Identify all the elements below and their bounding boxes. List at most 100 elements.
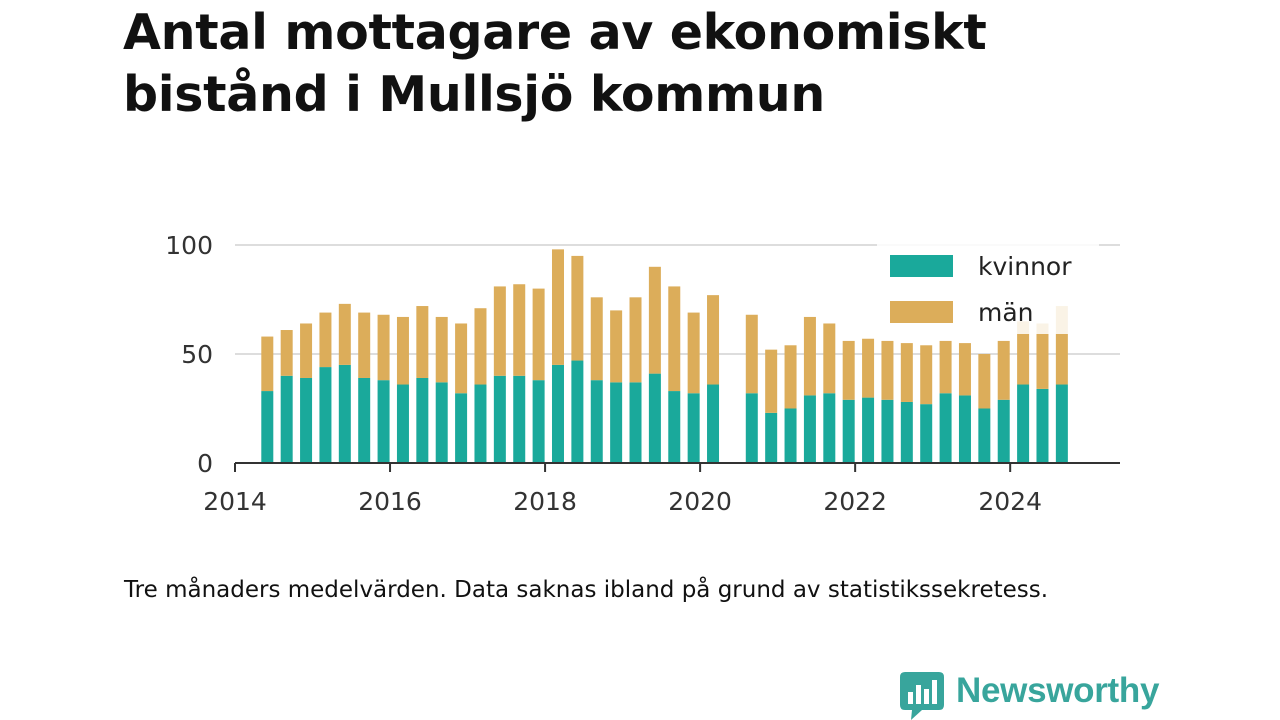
bar-man bbox=[513, 284, 526, 376]
bar-kvinnor bbox=[842, 399, 855, 463]
bar-kvinnor bbox=[1055, 384, 1068, 463]
bar-man bbox=[377, 314, 390, 381]
bar-kvinnor bbox=[765, 412, 778, 463]
stacked-bar-chart: 0 50 100 2014 2016 2018 2020 2022 2024 kvinnor … bbox=[165, 231, 1120, 516]
bar-man bbox=[571, 255, 584, 361]
bar-series bbox=[261, 249, 1068, 463]
bar-kvinnor bbox=[571, 360, 584, 463]
bar-man bbox=[590, 297, 603, 381]
bar-kvinnor bbox=[939, 393, 952, 463]
bar-kvinnor bbox=[648, 373, 661, 463]
chat-bar-chart-icon bbox=[900, 672, 944, 720]
bar-man bbox=[920, 345, 933, 405]
bar-kvinnor bbox=[474, 384, 487, 463]
bar-man bbox=[939, 340, 952, 394]
y-tick-label: 0 bbox=[197, 449, 213, 478]
bar-kvinnor bbox=[920, 404, 933, 463]
bar-man bbox=[765, 349, 778, 413]
bar-man bbox=[338, 303, 351, 365]
bar-man bbox=[803, 316, 816, 396]
x-tick-label: 2024 bbox=[978, 487, 1042, 516]
x-tick-label: 2014 bbox=[203, 487, 267, 516]
bar-kvinnor bbox=[261, 391, 274, 463]
bar-man bbox=[1017, 321, 1030, 385]
bar-man bbox=[455, 323, 468, 394]
bar-kvinnor bbox=[610, 382, 623, 463]
bar-man bbox=[784, 345, 797, 409]
bar-man bbox=[978, 354, 991, 409]
legend-label-kvinnor: kvinnor bbox=[978, 252, 1072, 281]
bar-kvinnor bbox=[862, 397, 875, 463]
bar-man bbox=[707, 295, 720, 385]
bar-man bbox=[300, 323, 313, 378]
x-tick-label: 2020 bbox=[668, 487, 732, 516]
bar-kvinnor bbox=[958, 395, 971, 463]
bar-man bbox=[261, 336, 274, 392]
bar-kvinnor bbox=[551, 364, 564, 463]
bar-man bbox=[629, 297, 642, 383]
bar-kvinnor bbox=[1017, 384, 1030, 463]
bar-kvinnor bbox=[300, 377, 313, 463]
bar-man bbox=[474, 308, 487, 385]
bar-kvinnor bbox=[978, 408, 991, 463]
bar-man bbox=[435, 316, 448, 383]
chart-caption: Tre månaders medelvärden. Data saknas ib… bbox=[124, 577, 1049, 603]
bar-man bbox=[687, 312, 700, 394]
bar-man bbox=[532, 288, 545, 381]
bar-kvinnor bbox=[416, 377, 429, 463]
bar-man bbox=[648, 266, 661, 374]
bar-man bbox=[358, 312, 371, 378]
x-tick-label: 2018 bbox=[513, 487, 577, 516]
bar-man bbox=[1036, 323, 1049, 389]
legend-swatch-kvinnor bbox=[890, 255, 953, 277]
bar-man bbox=[396, 316, 409, 385]
bar-kvinnor bbox=[493, 375, 506, 463]
bar-kvinnor bbox=[803, 395, 816, 463]
x-tick-label: 2016 bbox=[358, 487, 422, 516]
bar-man bbox=[493, 286, 506, 376]
y-axis: 0 50 100 bbox=[165, 231, 213, 478]
bar-man bbox=[958, 343, 971, 396]
bar-kvinnor bbox=[823, 393, 836, 463]
x-axis: 2014 2016 2018 2020 2022 2024 bbox=[203, 462, 1120, 516]
y-tick-label: 50 bbox=[181, 340, 213, 369]
chart-title: Antal mottagare av ekonomiskt bistånd i … bbox=[123, 4, 987, 123]
legend-swatch-man bbox=[890, 301, 953, 323]
bar-kvinnor bbox=[1036, 388, 1049, 463]
bar-kvinnor bbox=[900, 401, 913, 463]
bar-man bbox=[280, 330, 293, 376]
bar-kvinnor bbox=[590, 380, 603, 463]
bar-man bbox=[416, 306, 429, 378]
bar-kvinnor bbox=[532, 380, 545, 463]
bar-kvinnor bbox=[280, 375, 293, 463]
bar-man bbox=[842, 340, 855, 400]
bar-man bbox=[900, 343, 913, 402]
bar-kvinnor bbox=[358, 377, 371, 463]
bar-kvinnor bbox=[784, 408, 797, 463]
bar-man bbox=[319, 312, 332, 368]
bar-kvinnor bbox=[435, 382, 448, 463]
brand-name: Newsworthy bbox=[956, 671, 1160, 710]
bar-man bbox=[862, 338, 875, 398]
bar-kvinnor bbox=[377, 380, 390, 463]
bar-man bbox=[668, 286, 681, 392]
bar-kvinnor bbox=[455, 393, 468, 463]
x-tick-label: 2022 bbox=[823, 487, 887, 516]
bar-kvinnor bbox=[319, 367, 332, 463]
bar-kvinnor bbox=[629, 382, 642, 463]
legend: kvinnor män bbox=[877, 242, 1099, 334]
bar-kvinnor bbox=[396, 384, 409, 463]
bar-kvinnor bbox=[513, 375, 526, 463]
bar-man bbox=[551, 249, 564, 365]
bar-man bbox=[610, 310, 623, 383]
bar-man bbox=[997, 340, 1010, 400]
bar-man bbox=[823, 323, 836, 394]
bar-man bbox=[745, 314, 758, 394]
bar-man bbox=[881, 340, 894, 400]
bar-kvinnor bbox=[745, 393, 758, 463]
bar-kvinnor bbox=[881, 399, 894, 463]
legend-label-man: män bbox=[978, 298, 1034, 327]
bar-kvinnor bbox=[668, 391, 681, 463]
bar-kvinnor bbox=[338, 364, 351, 463]
y-tick-label: 100 bbox=[165, 231, 213, 260]
